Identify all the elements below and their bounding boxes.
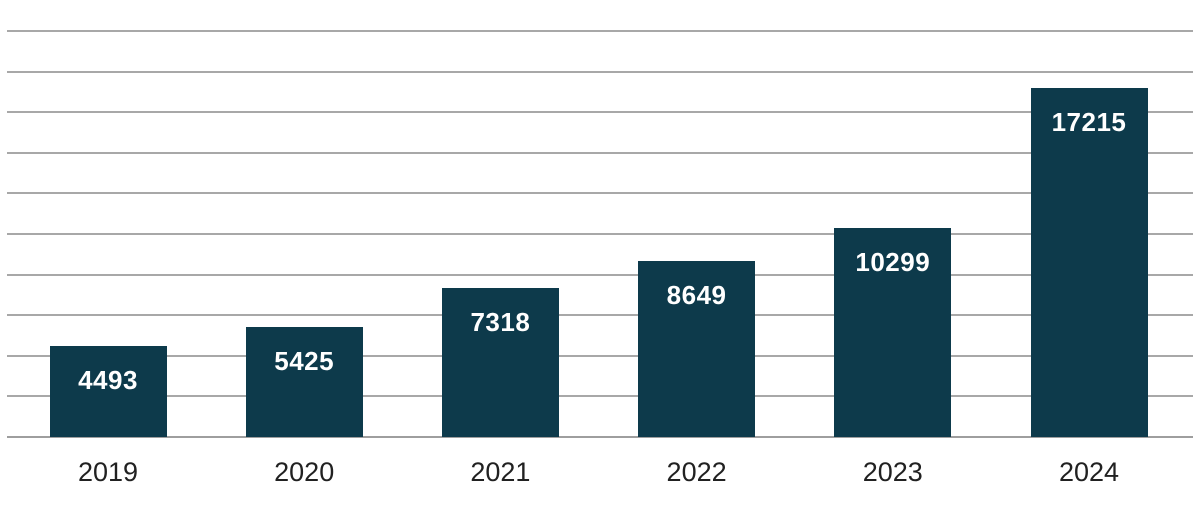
gridline <box>7 354 1193 357</box>
bar-2020[interactable]: 5425 <box>245 326 363 437</box>
gridline <box>7 273 1193 276</box>
x-axis-tick-label: 2020 <box>274 457 335 487</box>
bar-2022[interactable]: 8649 <box>638 261 756 437</box>
x-axis-tick-label: 2024 <box>1058 457 1120 487</box>
gridline <box>7 70 1193 73</box>
gridline <box>7 151 1193 154</box>
gridline <box>7 111 1193 114</box>
x-axis-tick-label: 2021 <box>470 457 531 487</box>
bar-2019[interactable]: 4493 <box>49 345 167 437</box>
gridline <box>7 314 1193 317</box>
gridline <box>7 233 1193 235</box>
x-axis-line <box>7 436 1193 438</box>
x-axis-tick-label: 2022 <box>666 457 727 487</box>
bar-value-label: 7318 <box>470 307 531 338</box>
gridline <box>7 192 1193 195</box>
bar-2024[interactable]: 17215 <box>1030 87 1148 437</box>
x-axis-tick-label: 2023 <box>862 457 923 487</box>
bar-2021[interactable]: 7318 <box>441 288 559 437</box>
bar-value-label: 4493 <box>78 364 138 395</box>
bar-value-label: 10299 <box>855 246 931 277</box>
bar-value-label: 17215 <box>1051 106 1127 137</box>
bar-2023[interactable]: 10299 <box>834 227 952 437</box>
x-axis-tick-label: 2019 <box>77 457 139 487</box>
gridline <box>7 395 1193 398</box>
gridline <box>7 30 1193 32</box>
bar-value-label: 5425 <box>274 345 335 376</box>
bar-value-label: 8649 <box>666 280 727 311</box>
